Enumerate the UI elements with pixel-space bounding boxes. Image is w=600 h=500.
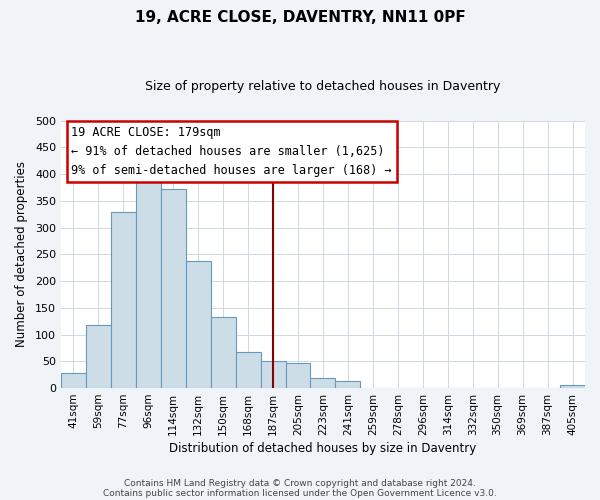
Bar bbox=[111, 212, 136, 388]
Bar bbox=[161, 188, 186, 388]
Text: Contains public sector information licensed under the Open Government Licence v3: Contains public sector information licen… bbox=[103, 488, 497, 498]
Bar bbox=[211, 317, 236, 388]
Text: Contains HM Land Registry data © Crown copyright and database right 2024.: Contains HM Land Registry data © Crown c… bbox=[124, 478, 476, 488]
Bar bbox=[260, 362, 286, 388]
Bar bbox=[335, 381, 361, 388]
Title: Size of property relative to detached houses in Daventry: Size of property relative to detached ho… bbox=[145, 80, 500, 93]
X-axis label: Distribution of detached houses by size in Daventry: Distribution of detached houses by size … bbox=[169, 442, 476, 455]
Bar bbox=[236, 352, 260, 388]
Bar bbox=[86, 326, 111, 388]
Bar bbox=[560, 386, 585, 388]
Bar bbox=[61, 373, 86, 388]
Bar bbox=[286, 364, 310, 388]
Bar bbox=[186, 262, 211, 388]
Bar bbox=[310, 378, 335, 388]
Bar bbox=[136, 182, 161, 388]
Text: 19 ACRE CLOSE: 179sqm
← 91% of detached houses are smaller (1,625)
9% of semi-de: 19 ACRE CLOSE: 179sqm ← 91% of detached … bbox=[71, 126, 392, 177]
Y-axis label: Number of detached properties: Number of detached properties bbox=[15, 162, 28, 348]
Text: 19, ACRE CLOSE, DAVENTRY, NN11 0PF: 19, ACRE CLOSE, DAVENTRY, NN11 0PF bbox=[134, 10, 466, 25]
